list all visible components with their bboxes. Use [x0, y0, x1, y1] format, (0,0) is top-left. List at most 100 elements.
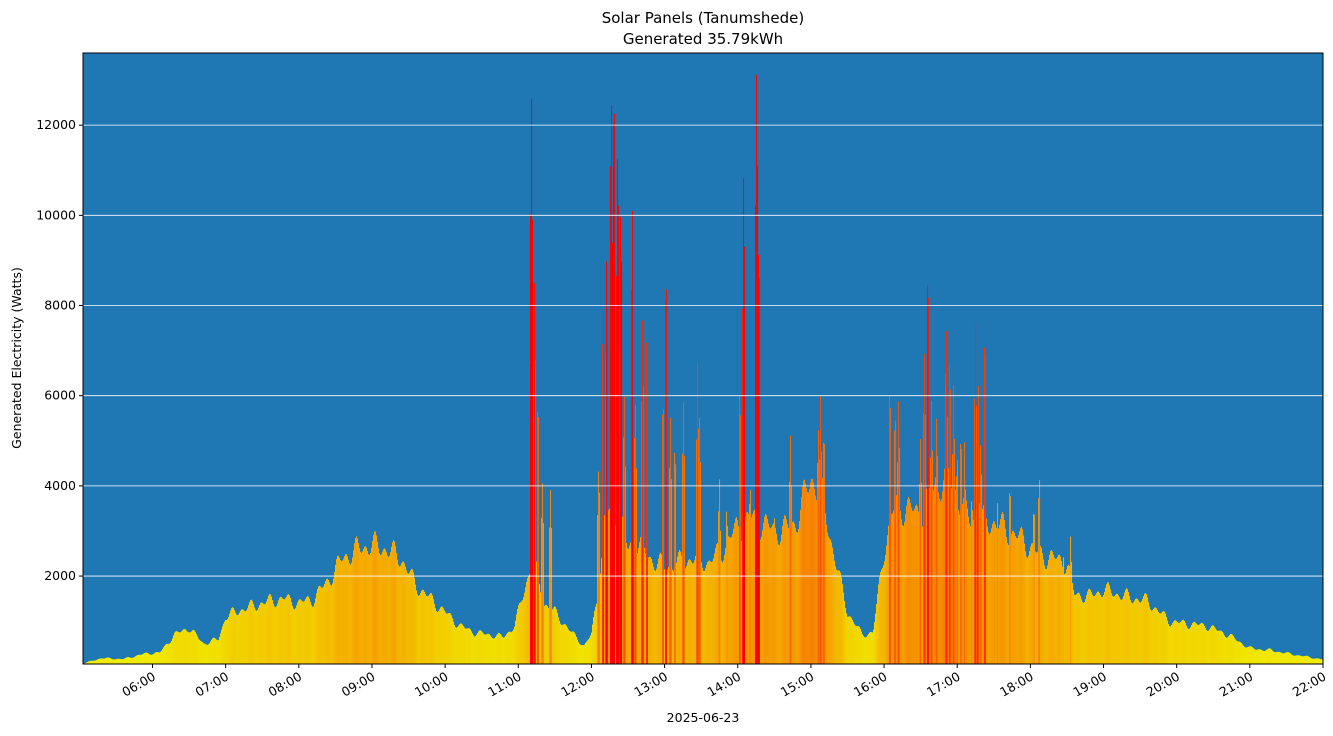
bar — [346, 554, 348, 664]
bar — [1293, 655, 1295, 664]
bar — [783, 518, 785, 664]
bar — [525, 587, 527, 664]
bar — [625, 466, 627, 664]
bar — [878, 584, 880, 664]
bar — [869, 632, 871, 664]
bar — [298, 600, 300, 664]
bar — [934, 485, 936, 664]
bar — [742, 308, 744, 664]
bar — [1207, 631, 1209, 664]
bar — [1003, 514, 1005, 664]
bar — [1295, 655, 1297, 664]
bar — [821, 451, 823, 664]
bar — [446, 613, 448, 664]
bar — [407, 572, 409, 664]
bar — [619, 344, 621, 664]
bar — [586, 641, 588, 664]
bar — [116, 658, 118, 664]
bar — [893, 510, 895, 664]
bar — [674, 452, 676, 664]
bar — [107, 657, 109, 664]
bar — [1027, 557, 1029, 664]
bar — [678, 551, 680, 664]
bar — [1290, 653, 1292, 664]
bar — [1143, 596, 1145, 664]
bar — [1190, 627, 1192, 664]
bar — [1099, 592, 1101, 664]
bar — [1269, 648, 1271, 664]
bar — [937, 455, 939, 664]
bar — [567, 627, 569, 664]
bar — [340, 560, 342, 664]
bar — [627, 548, 629, 664]
bar — [1057, 556, 1059, 664]
bar — [1040, 545, 1042, 664]
bar — [384, 548, 386, 664]
bar — [1087, 591, 1089, 664]
bar — [118, 658, 120, 664]
bar — [570, 631, 572, 664]
x-tick-label: 18:00 — [997, 669, 1036, 700]
bar — [728, 536, 730, 664]
bar — [360, 551, 362, 664]
y-tick-label: 12000 — [36, 117, 76, 132]
bar — [190, 632, 192, 664]
bar — [1118, 595, 1120, 664]
bar — [641, 401, 643, 664]
bar — [339, 557, 341, 664]
bar — [765, 513, 767, 664]
bar — [785, 515, 787, 664]
bar — [307, 596, 309, 664]
bar — [1098, 591, 1100, 664]
bar — [644, 547, 646, 664]
bar — [835, 566, 837, 664]
bar — [635, 404, 637, 664]
bar — [379, 553, 381, 664]
bar — [150, 654, 152, 664]
bar — [764, 516, 766, 664]
bar — [568, 629, 570, 664]
x-tick-label: 08:00 — [266, 669, 305, 700]
bar — [913, 510, 915, 664]
bar — [508, 631, 510, 664]
bar — [973, 519, 975, 664]
bar — [776, 533, 778, 664]
bar — [183, 629, 185, 664]
bar — [733, 528, 735, 664]
bar — [324, 583, 326, 664]
bar — [763, 522, 765, 664]
bar — [706, 564, 708, 664]
bar — [634, 437, 636, 664]
bar — [554, 606, 556, 664]
bar — [581, 644, 583, 664]
bar — [777, 540, 779, 664]
bar — [432, 595, 434, 664]
bar — [1059, 554, 1061, 664]
bar — [612, 243, 614, 664]
bar — [403, 561, 405, 664]
bar — [948, 468, 950, 664]
bar — [825, 513, 827, 664]
bar — [174, 632, 176, 664]
bar — [802, 486, 804, 664]
bar — [429, 594, 431, 664]
bar — [1085, 599, 1087, 664]
bar — [1095, 594, 1097, 664]
bar — [839, 570, 841, 664]
bar — [892, 513, 894, 664]
bar — [224, 621, 226, 664]
bar — [124, 658, 126, 664]
bar — [1109, 585, 1111, 664]
bar — [1237, 641, 1239, 664]
bar — [1036, 552, 1038, 664]
bar — [1123, 596, 1125, 664]
bar — [1065, 573, 1067, 664]
bar — [616, 275, 618, 664]
bar — [244, 610, 246, 664]
bar — [138, 654, 140, 664]
bar — [1218, 630, 1220, 664]
bar — [106, 657, 108, 664]
bar — [191, 631, 193, 664]
bar — [146, 652, 148, 664]
bar — [99, 658, 101, 664]
